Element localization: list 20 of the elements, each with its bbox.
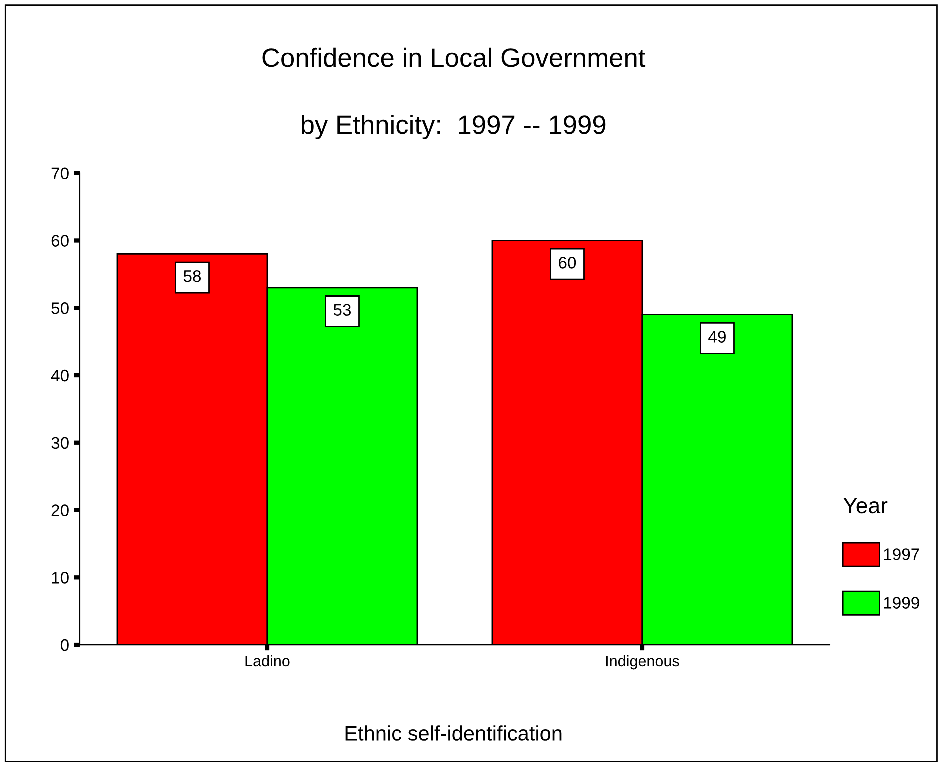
data-label: 53 [334,304,352,316]
data-label: 49 [708,331,726,343]
x-tick-label: Ladino [246,655,290,667]
x-tick-label: Indigenous [606,655,680,670]
legend-title: Year [844,498,888,514]
y-tick-label: 50 [52,302,69,314]
data-label: 58 [184,270,202,282]
data-label: 60 [559,257,576,269]
y-tick-label: 10 [52,572,69,584]
y-tick-label: 20 [52,504,69,516]
y-tick-label: 30 [52,437,69,450]
legend-label: 1999 [884,597,920,609]
y-tick-label: 40 [51,370,69,382]
y-tick-label: 70 [52,168,69,180]
y-tick-label: 0 [60,639,69,652]
legend-label: 1997 [884,548,920,560]
chart-title: Confidence in Local Government [262,48,646,68]
x-axis-title: Ethnic self-identification [346,726,562,741]
y-tick-label: 60 [52,235,69,247]
chart-subtitle: by Ethnicity: 1997 -- 1999 [302,114,606,140]
